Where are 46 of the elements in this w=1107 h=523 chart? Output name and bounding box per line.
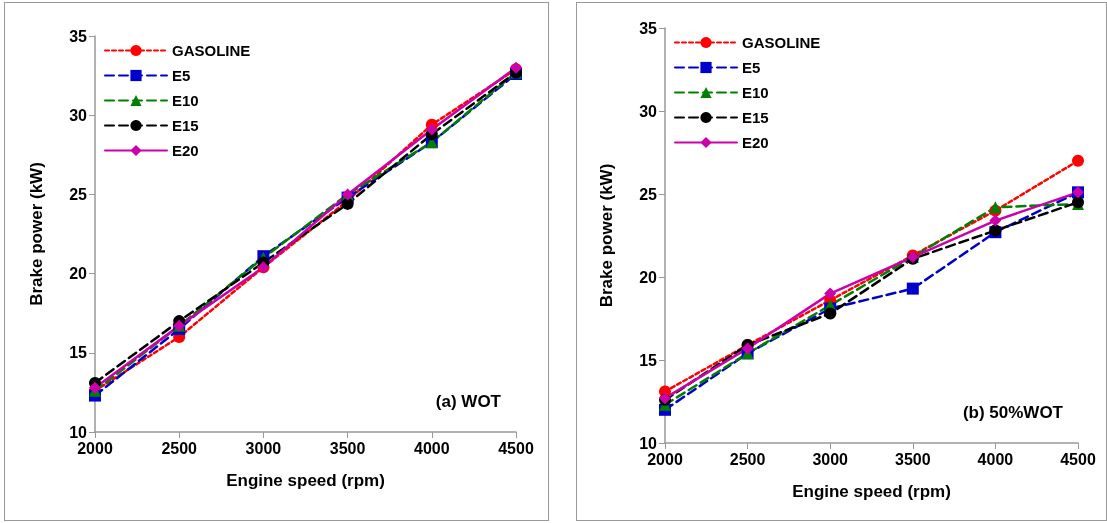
point: [824, 307, 837, 320]
y-tick-label: 10: [69, 423, 88, 441]
legend-label: E5: [742, 59, 761, 76]
x-tick-label: 2000: [647, 450, 683, 468]
legend-label: E5: [172, 67, 191, 84]
y-tick-label: 20: [639, 268, 658, 286]
y-tick-label: 25: [639, 185, 658, 203]
y-tick-label: 20: [69, 265, 88, 283]
x-tick-label: 2500: [729, 450, 766, 468]
x-tick-label: 2500: [161, 439, 198, 457]
y-tick-label: 35: [69, 27, 88, 45]
y-tick-label: 15: [69, 344, 88, 362]
legend-label: E20: [172, 142, 199, 159]
y-tick-label: 30: [69, 106, 88, 124]
legend-label: E10: [172, 92, 199, 109]
x-tick-label: 4000: [977, 450, 1014, 468]
annotation: (a) WOT: [435, 392, 502, 411]
y-tick-label: 35: [639, 19, 658, 37]
point: [425, 123, 438, 136]
point: [1072, 154, 1084, 167]
y-tick-label: 10: [639, 434, 658, 452]
x-tick-label: 4000: [414, 439, 450, 457]
legend-label: E20: [742, 134, 769, 151]
point: [824, 287, 837, 300]
x-tick-label: 4500: [1060, 450, 1096, 468]
x-tick-label: 2000: [77, 439, 113, 457]
x-tick-label: 3500: [329, 439, 366, 457]
x-axis-title: Engine speed (rpm): [226, 471, 385, 490]
y-axis-title: Brake power (kW): [27, 162, 46, 306]
legend-label: E15: [742, 109, 769, 126]
y-tick-label: 15: [639, 351, 658, 369]
x-tick-label: 4500: [498, 439, 534, 457]
y-tick-label: 30: [639, 102, 658, 120]
x-tick-label: 3500: [895, 450, 931, 468]
point: [906, 282, 919, 295]
x-tick-label: 3000: [812, 450, 849, 468]
x-tick-label: 3000: [245, 439, 282, 457]
legend-label: GASOLINE: [742, 34, 821, 51]
legend-label: E10: [742, 84, 769, 101]
y-axis-title: Brake power (kW): [597, 163, 616, 308]
point: [989, 214, 1002, 227]
legend-label: GASOLINE: [172, 42, 251, 59]
annotation: (b) 50%WOT: [962, 403, 1064, 422]
y-tick-label: 25: [69, 185, 88, 203]
legend-label: E15: [172, 117, 199, 134]
x-axis-title: Engine speed (rpm): [792, 482, 951, 501]
